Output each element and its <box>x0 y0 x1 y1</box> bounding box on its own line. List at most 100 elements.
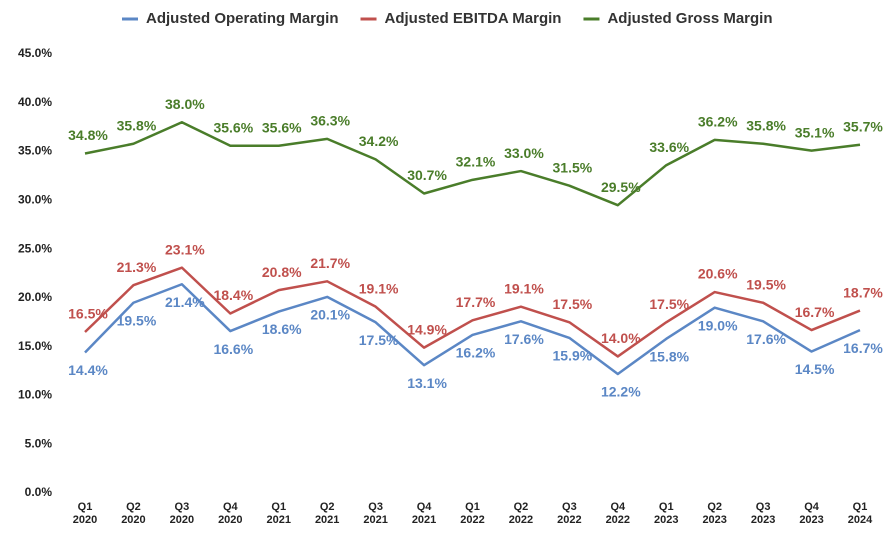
x-tick-label: 2023 <box>799 514 823 526</box>
series-line <box>84 121 861 207</box>
data-label: 19.0% <box>698 317 738 333</box>
data-label: 34.2% <box>359 133 399 149</box>
y-tick-label: 25.0% <box>18 241 52 255</box>
data-label: 14.5% <box>795 361 835 377</box>
data-label: 21.3% <box>117 259 157 275</box>
data-label: 35.6% <box>213 119 253 135</box>
data-label: 14.4% <box>68 362 108 378</box>
x-tick-label: Q4 <box>417 501 433 513</box>
x-tick-label: Q2 <box>707 501 722 513</box>
data-label: 12.2% <box>601 384 641 400</box>
y-tick-label: 35.0% <box>18 144 52 158</box>
data-label: 16.7% <box>795 304 835 320</box>
x-tick-label: Q2 <box>320 501 335 513</box>
x-tick-label: Q2 <box>514 501 529 513</box>
x-tick-label: 2020 <box>218 514 242 526</box>
data-label: 18.4% <box>213 287 253 303</box>
x-tick-label: 2022 <box>460 514 484 526</box>
x-tick-label: 2022 <box>557 514 581 526</box>
data-label: 31.5% <box>553 159 593 175</box>
x-tick-label: 2022 <box>509 514 533 526</box>
y-tick-label: 20.0% <box>18 290 52 304</box>
data-label: 35.1% <box>795 124 835 140</box>
y-tick-label: 45.0% <box>18 46 52 60</box>
data-label: 14.9% <box>407 321 447 337</box>
data-label: 17.7% <box>456 294 496 310</box>
data-label: 23.1% <box>165 241 205 257</box>
data-label: 16.2% <box>456 345 496 361</box>
x-tick-label: Q4 <box>804 501 820 513</box>
data-label: 14.0% <box>601 330 641 346</box>
data-label: 15.9% <box>553 348 593 364</box>
data-label: 33.0% <box>504 145 544 161</box>
data-label: 20.6% <box>698 266 738 282</box>
x-tick-label: Q3 <box>175 501 190 513</box>
data-label: 20.1% <box>310 307 350 323</box>
series-line <box>84 282 861 376</box>
data-label: 17.6% <box>504 331 544 347</box>
legend-label: Adjusted Gross Margin <box>607 10 772 27</box>
x-tick-label: 2022 <box>606 514 630 526</box>
data-label: 17.5% <box>359 332 399 348</box>
data-label: 16.6% <box>213 341 253 357</box>
data-label: 30.7% <box>407 167 447 183</box>
data-label: 33.6% <box>649 139 689 155</box>
data-label: 35.8% <box>117 117 157 133</box>
x-tick-label: Q1 <box>78 501 93 513</box>
x-tick-label: 2020 <box>121 514 145 526</box>
x-tick-label: Q1 <box>465 501 480 513</box>
x-tick-label: Q3 <box>368 501 383 513</box>
data-label: 18.7% <box>843 284 883 300</box>
x-tick-label: 2021 <box>412 514 436 526</box>
data-label: 17.6% <box>746 331 786 347</box>
data-label: 36.3% <box>310 113 350 129</box>
data-label: 38.0% <box>165 96 205 112</box>
data-label: 13.1% <box>407 375 447 391</box>
y-tick-label: 40.0% <box>18 95 52 109</box>
x-tick-label: 2024 <box>848 514 873 526</box>
data-label: 32.1% <box>456 154 496 170</box>
data-label: 19.1% <box>359 280 399 296</box>
x-tick-label: 2023 <box>654 514 678 526</box>
x-tick-label: Q3 <box>562 501 577 513</box>
x-tick-label: Q2 <box>126 501 141 513</box>
data-label: 35.6% <box>262 119 302 135</box>
x-tick-label: Q3 <box>756 501 771 513</box>
x-tick-label: Q1 <box>853 501 868 513</box>
y-tick-label: 30.0% <box>18 193 52 207</box>
legend-label: Adjusted EBITDA Margin <box>385 10 562 27</box>
data-label: 19.1% <box>504 280 544 296</box>
x-tick-label: 2021 <box>363 514 387 526</box>
x-tick-label: Q1 <box>659 501 674 513</box>
data-label: 17.5% <box>553 296 593 312</box>
data-label: 16.7% <box>843 340 883 356</box>
data-label: 19.5% <box>117 312 157 328</box>
x-tick-label: 2023 <box>702 514 726 526</box>
x-tick-label: Q4 <box>223 501 239 513</box>
x-tick-label: 2021 <box>315 514 339 526</box>
x-tick-label: 2021 <box>267 514 291 526</box>
data-label: 21.7% <box>310 255 350 271</box>
data-label: 34.8% <box>68 127 108 143</box>
y-tick-label: 10.0% <box>18 388 52 402</box>
data-label: 20.8% <box>262 264 302 280</box>
y-tick-label: 5.0% <box>25 436 53 450</box>
legend-label: Adjusted Operating Margin <box>146 10 339 27</box>
data-label: 17.5% <box>649 296 689 312</box>
y-tick-label: 0.0% <box>25 485 53 499</box>
data-label: 36.2% <box>698 114 738 130</box>
data-label: 18.6% <box>262 321 302 337</box>
data-label: 19.5% <box>746 276 786 292</box>
x-tick-label: 2020 <box>73 514 97 526</box>
x-tick-label: 2020 <box>170 514 194 526</box>
x-tick-label: Q1 <box>271 501 286 513</box>
series-line <box>84 266 861 358</box>
x-tick-label: Q4 <box>610 501 626 513</box>
x-tick-label: 2023 <box>751 514 775 526</box>
data-label: 35.8% <box>746 117 786 133</box>
data-label: 21.4% <box>165 294 205 310</box>
data-label: 29.5% <box>601 179 641 195</box>
data-label: 15.8% <box>649 349 689 365</box>
data-label: 16.5% <box>68 306 108 322</box>
